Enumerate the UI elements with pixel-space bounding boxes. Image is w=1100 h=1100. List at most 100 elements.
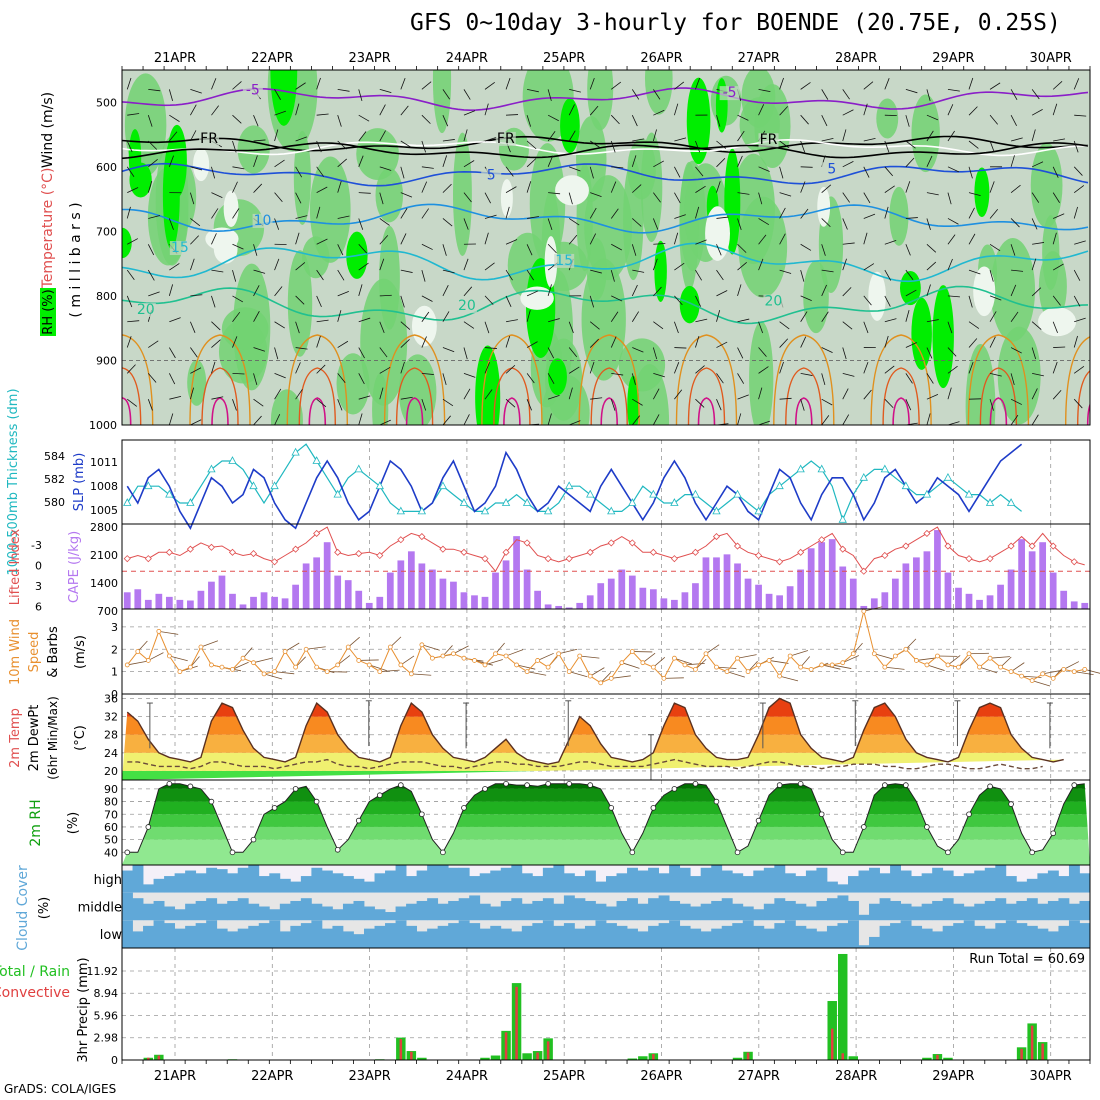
wind-barb bbox=[631, 373, 636, 386]
wind-barb bbox=[842, 258, 847, 271]
wind-barb bbox=[653, 321, 664, 330]
isotherm-30-contour bbox=[122, 367, 142, 425]
wind-barb bbox=[989, 82, 1001, 90]
wind-barb bbox=[737, 262, 747, 271]
wind-barb bbox=[506, 114, 519, 116]
cloud-cover-bar bbox=[869, 867, 880, 893]
cloud-cover-bar bbox=[942, 898, 954, 921]
wind-barb bbox=[800, 114, 809, 125]
wind-barb bbox=[295, 321, 300, 334]
cloud-cover-bar bbox=[879, 925, 891, 948]
date-label-bottom: 21APR bbox=[154, 1069, 196, 1084]
wind-barb bbox=[758, 420, 771, 425]
isotherm-30-contour bbox=[979, 367, 1018, 425]
cape-bar bbox=[302, 563, 310, 609]
cloud-cover-bar bbox=[784, 873, 796, 893]
cloud-cover-bar bbox=[216, 869, 228, 893]
thickness-marker bbox=[859, 472, 868, 481]
wind-barb-10m bbox=[947, 655, 961, 666]
lifted-index-marker bbox=[460, 548, 468, 556]
cloud-cover-bar bbox=[595, 920, 607, 948]
rh-patch-moist bbox=[398, 354, 437, 425]
wind-barb bbox=[568, 218, 580, 226]
wind-barb bbox=[1031, 258, 1037, 271]
wind-barb bbox=[232, 295, 244, 303]
wind-barb bbox=[337, 158, 348, 168]
wind-speed-marker bbox=[808, 666, 814, 672]
lifted-index-marker bbox=[733, 542, 742, 550]
pressure-tick-label: 800 bbox=[96, 290, 117, 303]
wind-barb bbox=[568, 347, 578, 358]
wind-barb bbox=[1010, 347, 1022, 354]
wind-barb bbox=[800, 181, 806, 193]
wind-barb-10m bbox=[674, 657, 693, 665]
rh2m-tick-label: 40 bbox=[104, 846, 118, 859]
wind-barb-10m bbox=[558, 648, 578, 655]
wind-barb bbox=[589, 295, 595, 308]
wind-speed-marker bbox=[956, 664, 961, 670]
isotherm-25-contour bbox=[773, 334, 835, 425]
cloud-cover-bar bbox=[143, 925, 154, 948]
cloud-cover-bar bbox=[448, 923, 460, 948]
precip-tick-label: 8.94 bbox=[94, 987, 119, 1000]
wind-barb-10m bbox=[369, 664, 387, 672]
wind-barb bbox=[211, 339, 221, 348]
cloud-cover-bar bbox=[858, 945, 870, 948]
cloud-cover-bar bbox=[521, 873, 533, 893]
cloud-cover-bar bbox=[984, 867, 996, 893]
wind-barb bbox=[316, 166, 324, 177]
wind-barb bbox=[842, 129, 847, 142]
date-label-top: 24APR bbox=[446, 51, 488, 66]
wind-barb bbox=[358, 89, 363, 102]
wind-barb-10m bbox=[926, 664, 945, 671]
wind-barb bbox=[758, 387, 763, 400]
wind-barb bbox=[232, 243, 244, 250]
wind-barb bbox=[211, 192, 223, 198]
thickness-marker bbox=[985, 498, 995, 506]
cloud-cover-bar bbox=[521, 903, 533, 921]
wind-barb bbox=[253, 373, 258, 386]
wind-barb bbox=[926, 218, 931, 231]
thickness-marker bbox=[396, 506, 405, 515]
wind-barb bbox=[821, 184, 832, 193]
cloud-cover-bar bbox=[711, 865, 723, 893]
rh-patch-moist bbox=[375, 168, 404, 223]
rh-field bbox=[122, 70, 1090, 425]
wind-barb bbox=[737, 130, 745, 142]
cloud-cover-bar bbox=[690, 928, 702, 948]
wind-barb bbox=[379, 88, 392, 94]
cloud-cover-bar bbox=[1037, 873, 1049, 893]
isotherm-label: 15 bbox=[555, 253, 573, 269]
wind-barb bbox=[926, 130, 934, 142]
cape-bar bbox=[776, 595, 783, 609]
wind-barb bbox=[589, 321, 600, 330]
cape-bar bbox=[628, 575, 636, 609]
cloud-cover-bar bbox=[395, 865, 407, 893]
wind-barb bbox=[147, 269, 155, 281]
lifted-index-marker bbox=[818, 536, 826, 544]
wind-speed-marker bbox=[124, 662, 130, 668]
panel-frame-precip bbox=[121, 947, 1091, 1061]
cloud-cover-bar bbox=[237, 867, 249, 893]
thickness-marker bbox=[186, 498, 195, 506]
wind-barb bbox=[968, 361, 974, 374]
wind-barb bbox=[358, 244, 368, 254]
cloud-cover-bar bbox=[153, 900, 165, 921]
wind-barb bbox=[926, 373, 934, 384]
cape-bar bbox=[1028, 551, 1036, 609]
date-label-top: 23APR bbox=[348, 51, 390, 66]
cloud-cover-bar bbox=[511, 865, 523, 893]
wind-barb bbox=[337, 310, 342, 322]
wind-barb bbox=[800, 295, 812, 301]
wind-barb bbox=[737, 218, 742, 230]
precip-total-bar bbox=[848, 1056, 858, 1060]
wind-barb bbox=[716, 115, 721, 127]
cloud-cover-bar bbox=[974, 925, 986, 948]
wind-barb bbox=[400, 396, 413, 400]
cloud-cover-bar bbox=[911, 906, 923, 921]
wind-barb bbox=[821, 398, 833, 406]
cloud-cover-bar bbox=[364, 928, 375, 948]
cloud-cover-bar bbox=[658, 895, 670, 921]
wind-barb bbox=[484, 136, 497, 142]
wind-barb bbox=[989, 399, 994, 411]
